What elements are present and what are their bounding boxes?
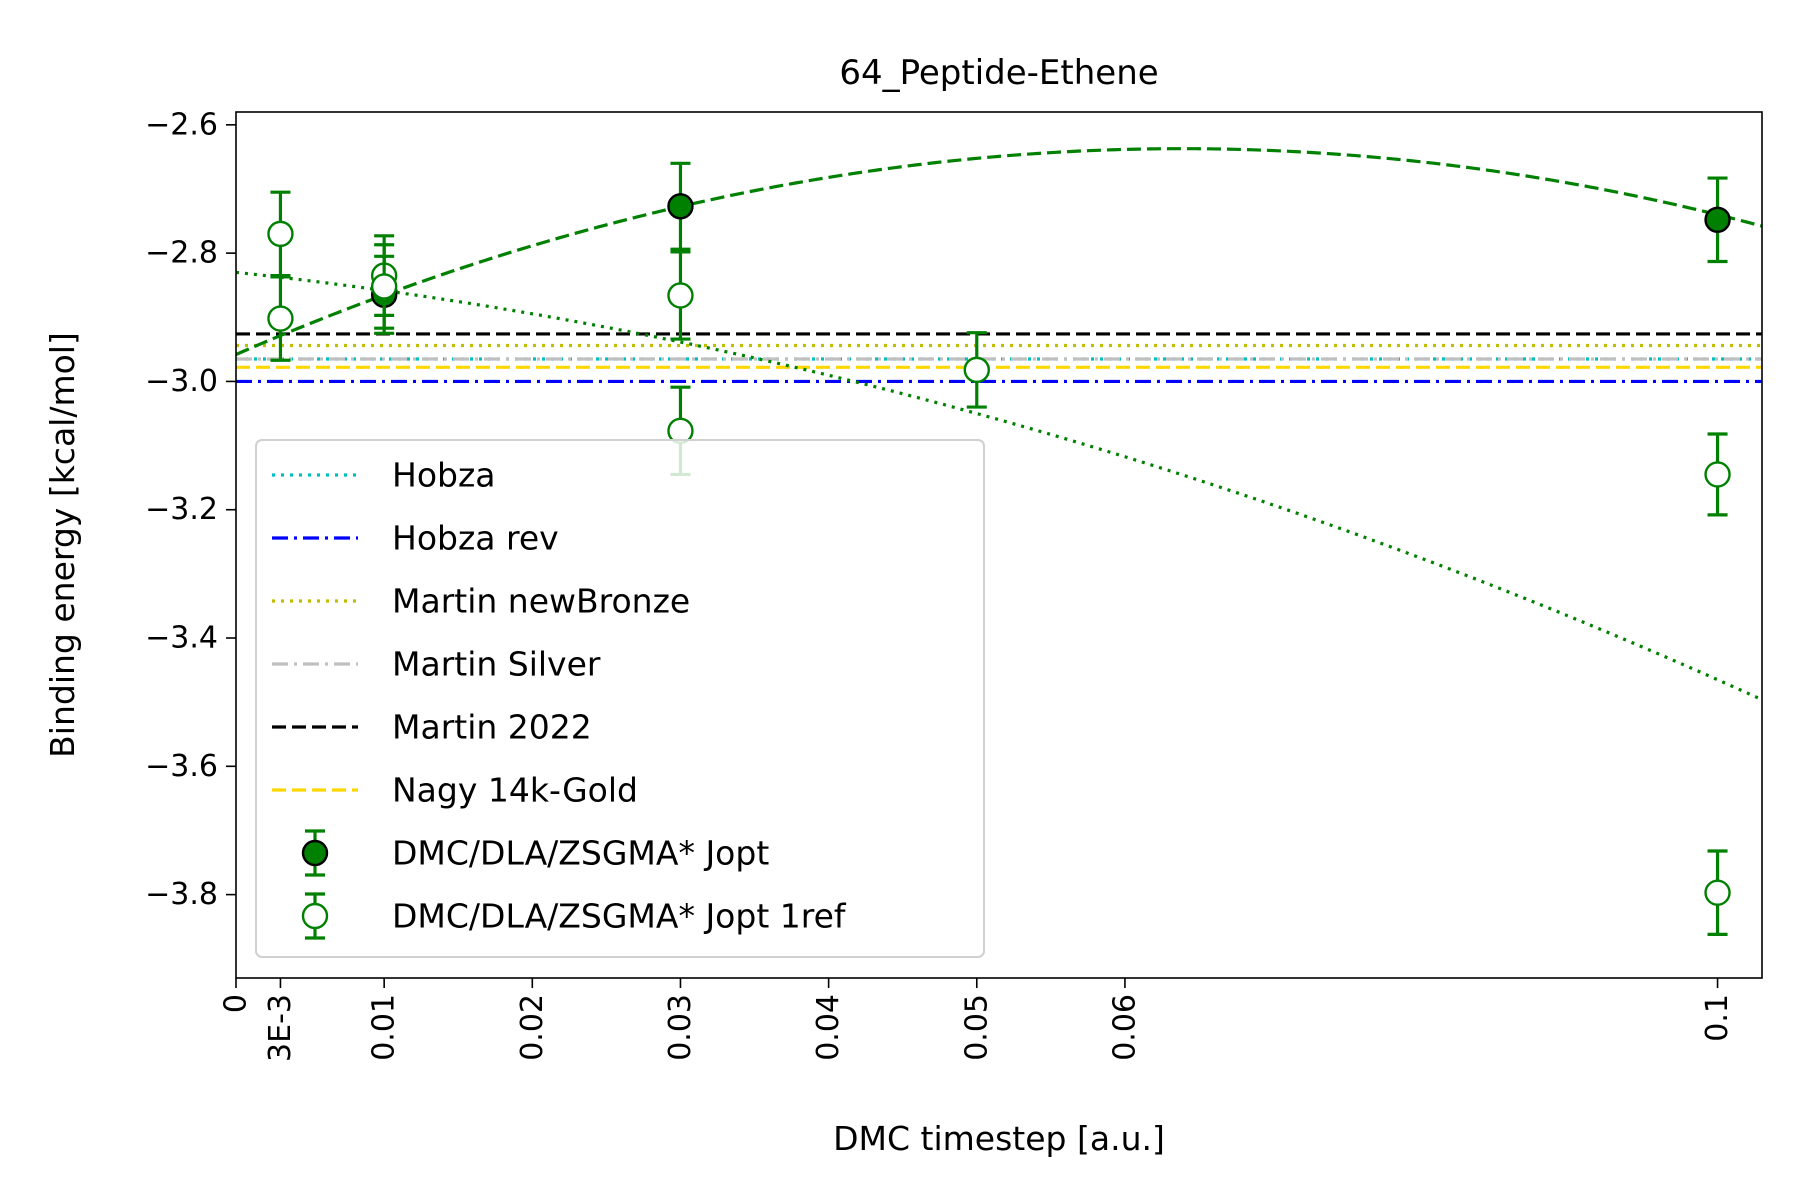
- data-point-open: [267, 305, 294, 332]
- x-tick-label: 0.03: [663, 994, 698, 1061]
- y-tick-label: −3.8: [145, 877, 218, 912]
- data-point-open: [370, 273, 398, 300]
- legend-label: Hobza rev: [392, 519, 559, 558]
- x-axis: 0 3E-3 0.01 0.02 0.03 0.04 0.05 0.06 0.1: [219, 978, 1735, 1062]
- y-tick-label: −3.2: [145, 492, 218, 527]
- y-tick-label: −3.6: [145, 749, 218, 784]
- y-tick-label: −3.0: [145, 364, 218, 399]
- y-axis: −2.6 −2.8 −3.0 −3.2 −3.4 −3.6 −3.8: [145, 107, 236, 912]
- x-tick-label: 3E-3: [263, 994, 298, 1062]
- legend-box: [255, 439, 985, 958]
- legend-label: Martin newBronze: [392, 582, 690, 621]
- legend: Hobza Hobza rev Martin newBronze Martin Sil…: [255, 439, 985, 958]
- legend-label: DMC/DLA/ZSGMA* Jopt: [392, 834, 769, 873]
- data-point-open: [267, 220, 294, 248]
- axes-frame: [235, 111, 1763, 979]
- fit-curve-1: [236, 147, 1762, 356]
- y-tick-label: −2.6: [145, 107, 218, 142]
- jopt-1ref-point-7: [963, 331, 990, 409]
- x-tick-label: 0.06: [1107, 994, 1142, 1061]
- legend-label: Hobza: [392, 456, 496, 495]
- y-tick-label: −3.4: [145, 621, 218, 656]
- jopt-point-2: [667, 161, 694, 251]
- jopt-point-3: [1704, 176, 1731, 264]
- fit-curve-2: [236, 270, 1762, 702]
- data-point-open: [1704, 461, 1731, 488]
- chart-title: 64_Peptide-Ethene: [839, 53, 1158, 93]
- legend-marker: [301, 839, 329, 867]
- legend-label: DMC/DLA/ZSGMA* Jopt 1ref: [392, 897, 847, 936]
- legend-label: Martin Silver: [392, 645, 601, 684]
- y-axis-label: Binding energy [kcal/mol]: [43, 332, 82, 758]
- data-point-open: [667, 282, 694, 309]
- data-point: [667, 193, 694, 220]
- x-tick-label: 0: [219, 994, 254, 1013]
- legend-label: Martin 2022: [392, 708, 592, 747]
- legend-marker: [301, 902, 329, 930]
- data-point-open: [963, 356, 990, 384]
- x-axis-label: DMC timestep [a.u.]: [833, 1119, 1165, 1158]
- x-tick-label: 0.04: [811, 994, 846, 1061]
- plot-area: [236, 147, 1762, 936]
- jopt-1ref-point-4: [370, 243, 398, 330]
- jopt-1ref-point-8: [1704, 432, 1731, 517]
- jopt-1ref-point-5: [667, 250, 694, 341]
- jopt-1ref-point-2: [267, 275, 294, 362]
- x-tick-label: 0.01: [367, 994, 402, 1061]
- data-point-open: [1704, 879, 1731, 906]
- x-tick-label: 0.02: [515, 994, 550, 1061]
- legend-label: Nagy 14k-Gold: [392, 771, 638, 810]
- data-point: [1704, 206, 1731, 233]
- y-tick-label: −2.8: [145, 236, 218, 271]
- jopt-1ref-point-9: [1704, 849, 1731, 936]
- x-tick-label: 0.1: [1700, 994, 1735, 1042]
- x-tick-label: 0.05: [959, 994, 994, 1061]
